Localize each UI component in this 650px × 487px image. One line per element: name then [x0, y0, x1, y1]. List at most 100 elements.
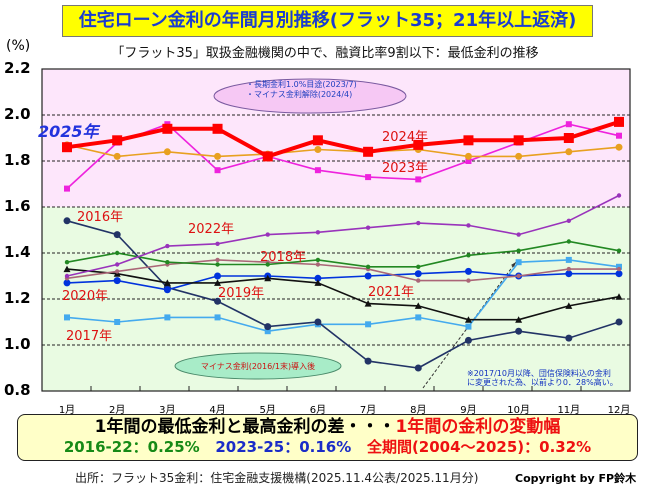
label-2018: 2018年 [260, 250, 307, 265]
data-point [616, 248, 622, 253]
data-point [365, 225, 371, 230]
data-point [215, 241, 220, 246]
footnote: ※2017/10月以降、団信保険料込の金利 に変更された為、以前より0．28%高… [467, 369, 618, 387]
y-tick-label: 1.4 [4, 243, 31, 261]
data-point [114, 269, 120, 274]
data-point [566, 266, 572, 272]
data-point [364, 300, 372, 307]
x-tick-label: 1月 [58, 405, 76, 416]
y-tick-label: 0.8 [4, 381, 31, 399]
data-point [516, 273, 521, 279]
data-point [163, 148, 171, 156]
x-tick-label: 6月 [309, 405, 327, 416]
lower-annotation: マイナス金利(2016/1末)導入後 [200, 362, 316, 371]
note-arrow [422, 261, 517, 389]
data-point [262, 151, 273, 162]
data-point [264, 328, 271, 335]
data-point [214, 314, 221, 321]
data-point [616, 132, 622, 139]
data-point [114, 262, 120, 267]
x-tick-label: 3月 [159, 405, 176, 416]
data-point [513, 135, 524, 146]
data-point [516, 248, 521, 253]
annotation-line: ・長期金利1.0%目途(2023/7) [246, 80, 357, 89]
label-2024: 2024年 [382, 130, 429, 145]
data-point [414, 364, 422, 372]
data-point [365, 321, 372, 328]
y-tick-label: 2.0 [4, 105, 31, 123]
data-point [264, 323, 272, 331]
data-point [365, 264, 371, 269]
data-point [214, 279, 222, 286]
data-point [214, 297, 222, 305]
data-point [113, 277, 121, 285]
data-point [315, 262, 321, 267]
summary-heading: 1年間の最低金利と最高金利の差・・・ [94, 417, 396, 437]
series-line [66, 259, 619, 282]
data-point [464, 316, 472, 323]
data-point [616, 193, 622, 198]
data-point [164, 314, 171, 321]
copyright: Copyright by FP鈴木 [515, 472, 637, 485]
data-point [566, 218, 572, 223]
data-point [466, 223, 471, 228]
x-tick-label: 4月 [209, 405, 226, 416]
data-point [415, 176, 422, 183]
data-point [162, 123, 173, 134]
data-point [414, 302, 422, 309]
data-point [165, 243, 170, 249]
data-point [565, 121, 572, 128]
data-point [112, 135, 123, 146]
series-line [66, 240, 620, 268]
data-point [64, 185, 70, 192]
data-point [265, 262, 270, 267]
upper-annotation-ellipse [213, 78, 407, 114]
data-point [614, 116, 624, 127]
x-tick-label: 8月 [410, 405, 427, 416]
data-point [113, 152, 121, 160]
data-point [465, 158, 472, 164]
label-2019: 2019年 [218, 286, 265, 301]
series-line [66, 144, 620, 158]
data-point [565, 148, 573, 156]
data-point [314, 167, 321, 174]
data-point [416, 264, 421, 269]
label-2025: 2025年 [38, 122, 99, 141]
data-point [515, 152, 523, 160]
range-2023-25: 2023-25：0.16% [215, 438, 352, 456]
footnote-line: に変更された為、以前より0．28%高い。 [467, 378, 618, 387]
data-point [64, 273, 70, 279]
series-line [66, 119, 620, 159]
data-point [565, 256, 572, 263]
data-point [616, 266, 622, 272]
data-point [265, 232, 270, 237]
data-point [214, 152, 222, 160]
data-point [364, 357, 372, 365]
data-point [315, 230, 321, 235]
data-point [416, 220, 421, 226]
data-point [212, 123, 223, 134]
label-2016: 2016年 [77, 210, 124, 225]
source-text: 出所：フラット35金利：住宅金融支援機構(2025.11.4公表/2025.11… [75, 471, 479, 485]
x-tick-label: 10月 [507, 405, 530, 416]
label-2021: 2021年 [368, 285, 415, 300]
data-point [566, 239, 572, 244]
data-point [464, 267, 472, 275]
range-all: 全期間(2004～2025)：0.32% [366, 438, 592, 456]
data-point [64, 260, 70, 265]
data-point [515, 327, 523, 335]
data-point [464, 152, 472, 160]
range-2016-22: 2016-22：0.25% [63, 438, 200, 456]
data-point [615, 318, 623, 326]
data-point [264, 274, 272, 282]
data-point [616, 263, 622, 270]
data-point [516, 232, 521, 237]
label-2017: 2017年 [66, 329, 113, 344]
data-point [565, 302, 573, 309]
data-point [464, 336, 472, 344]
data-point [466, 253, 471, 258]
data-point [163, 279, 171, 286]
data-point [314, 274, 322, 282]
